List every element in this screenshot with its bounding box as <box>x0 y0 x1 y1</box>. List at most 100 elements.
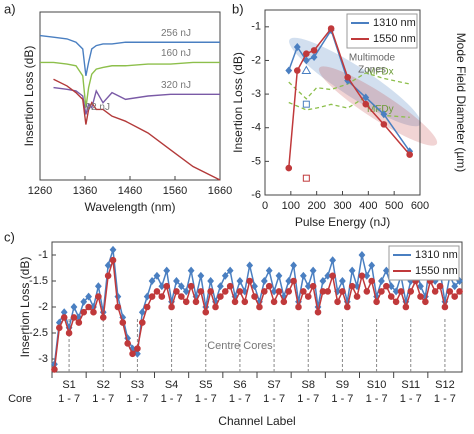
marker <box>138 308 146 317</box>
marker <box>380 110 388 119</box>
y-tick-label: -3 <box>251 88 261 100</box>
marker <box>168 303 175 311</box>
marker <box>431 288 439 295</box>
marker <box>309 266 317 275</box>
group-label: S4 <box>165 379 178 391</box>
core-label: 1 - 7 <box>229 393 251 405</box>
annotation: Zones <box>358 65 386 76</box>
marker <box>310 53 318 62</box>
marker <box>348 282 356 290</box>
marker <box>221 288 229 295</box>
y-tick-label: -1.5 <box>29 275 48 287</box>
panel-label: a) <box>4 1 16 16</box>
marker <box>383 282 390 290</box>
marker <box>280 298 288 306</box>
marker <box>441 303 449 311</box>
marker <box>104 272 112 280</box>
marker <box>368 277 376 285</box>
marker <box>290 261 298 270</box>
marker <box>290 277 297 285</box>
marker <box>302 56 310 65</box>
group-label: S11 <box>401 379 420 391</box>
marker <box>70 303 78 311</box>
marker <box>129 350 136 358</box>
series-label: MFDy <box>367 104 394 115</box>
marker <box>80 308 88 316</box>
series-line <box>288 72 410 100</box>
marker <box>348 266 356 275</box>
y-tick-label: -2 <box>38 301 48 313</box>
series-line <box>39 34 220 76</box>
annotation: Multimode <box>349 53 396 64</box>
marker <box>99 314 107 321</box>
y-axis-title: Insertion Loss (dB) <box>231 52 245 153</box>
x-axis-title: Pulse Energy (nJ) <box>295 215 390 229</box>
marker <box>397 288 405 295</box>
marker <box>363 288 371 295</box>
marker <box>251 282 258 291</box>
marker <box>319 277 327 285</box>
marker <box>329 256 337 265</box>
marker <box>275 288 283 295</box>
core-label: 1 - 7 <box>161 393 183 405</box>
panel-label: b) <box>232 1 244 16</box>
marker <box>134 345 141 352</box>
marker <box>451 293 458 300</box>
group-label: S9 <box>336 379 349 391</box>
x-tick-label: 400 <box>359 200 377 212</box>
x-tick-label: 200 <box>307 200 325 212</box>
group-label: S12 <box>435 379 455 391</box>
marker <box>114 303 122 311</box>
marker <box>124 340 131 347</box>
x-tick-label: 300 <box>333 200 351 212</box>
marker <box>378 277 385 285</box>
marker <box>382 266 390 275</box>
marker <box>148 277 156 285</box>
marker <box>85 303 92 311</box>
core-label: 1 - 7 <box>297 393 319 405</box>
marker <box>197 288 205 295</box>
marker <box>310 47 318 54</box>
marker <box>256 303 263 311</box>
x-tick-label: 600 <box>411 200 429 212</box>
marker <box>285 288 293 295</box>
marker <box>392 298 400 306</box>
y-tick-label: -5 <box>251 155 261 167</box>
series-label: 320 nJ <box>161 80 191 91</box>
series-line <box>40 61 220 108</box>
marker <box>285 66 293 75</box>
series-line <box>288 96 410 118</box>
series-label: 160 nJ <box>161 48 191 59</box>
core-label: 1 - 7 <box>366 393 388 405</box>
marker <box>302 100 310 108</box>
marker <box>304 293 312 300</box>
marker <box>327 25 335 32</box>
marker <box>65 329 73 337</box>
marker <box>178 293 185 300</box>
marker <box>192 298 200 306</box>
marker <box>343 303 351 311</box>
marker <box>212 303 219 311</box>
marker <box>407 288 415 295</box>
marker <box>207 288 214 295</box>
marker <box>207 277 215 285</box>
y-tick-label: -1 <box>251 21 261 33</box>
marker <box>406 151 413 158</box>
marker <box>260 277 268 285</box>
marker <box>56 324 63 332</box>
x-tick-label: 0 <box>262 200 268 212</box>
marker <box>456 288 463 295</box>
marker <box>339 277 346 285</box>
x-tick-label: 1360 <box>73 185 97 197</box>
marker <box>163 266 171 275</box>
marker <box>241 298 249 306</box>
marker <box>265 266 273 275</box>
group-label: S6 <box>233 379 246 391</box>
marker <box>231 298 239 306</box>
marker <box>299 271 307 280</box>
marker <box>236 288 244 295</box>
marker <box>114 292 122 301</box>
core-label: 1 - 7 <box>126 393 148 405</box>
marker <box>94 282 102 291</box>
marker <box>417 293 424 300</box>
